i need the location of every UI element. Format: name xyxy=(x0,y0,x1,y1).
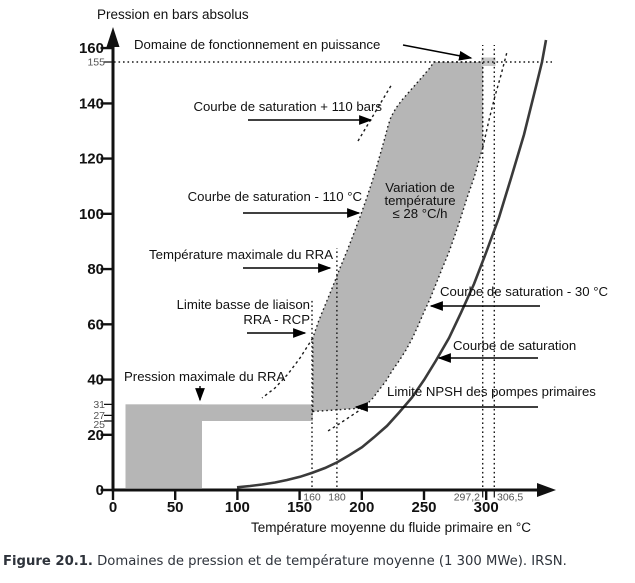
x-axis-major-ticks xyxy=(111,491,488,500)
label-sat-minus-110: Courbe de saturation - 110 °C xyxy=(188,189,363,204)
y-axis-major-ticks xyxy=(100,46,112,492)
x-tick-300: 300 xyxy=(474,499,499,516)
label-saturation: Courbe de saturation xyxy=(453,338,576,353)
x-axis-special-ticks xyxy=(482,491,495,498)
y-tick-31: 31 xyxy=(93,399,105,411)
label-liaison-line1: Limite basse de liaison xyxy=(177,297,310,312)
x-tick-50: 50 xyxy=(167,499,184,516)
y-tick-155: 155 xyxy=(87,57,105,69)
y-tick-80: 80 xyxy=(87,261,104,278)
sat-minus30-upper-extension xyxy=(482,51,508,149)
y-tick-160: 160 xyxy=(79,40,104,57)
label-variation-line1: Variation de xyxy=(385,180,454,195)
label-variation-line3: ≤ 28 °C/h xyxy=(392,206,447,221)
y-tick-60: 60 xyxy=(87,316,104,333)
y-tick-120: 120 xyxy=(79,151,104,168)
y-tick-140: 140 xyxy=(79,95,104,112)
x-axis-arrowhead xyxy=(537,483,556,497)
x-tick-200: 200 xyxy=(349,499,374,516)
y-tick-100: 100 xyxy=(79,206,104,223)
annotations: Domaine de fonctionnement en puissance C… xyxy=(124,37,608,412)
x-tick-160: 160 xyxy=(303,492,321,504)
x-axis-tick-labels: 0 50 100 150 200 250 300 160 180 297,2 3… xyxy=(109,492,524,517)
sat-minus110-extension xyxy=(261,337,314,399)
rra-region xyxy=(125,404,313,488)
y-tick-20: 20 xyxy=(87,427,104,444)
axes xyxy=(100,27,556,500)
figure-caption-number: Figure 20.1. xyxy=(3,554,93,569)
label-temp-max-rra: Température maximale du RRA xyxy=(149,247,333,262)
x-axis-title: Température moyenne du fluide primaire e… xyxy=(251,520,531,535)
label-liaison-line2: RRA - RCP xyxy=(243,312,310,327)
guide-lines xyxy=(114,45,552,487)
y-tick-27: 27 xyxy=(93,410,105,422)
x-tick-306-5: 306,5 xyxy=(497,492,523,504)
figure-caption: Figure 20.1. Domaines de pression et de … xyxy=(3,554,631,569)
label-sat-minus-30: Courbe de saturation - 30 °C xyxy=(440,284,608,299)
label-variation-line2: température xyxy=(384,193,455,208)
label-pression-max-rra: Pression maximale du RRA xyxy=(124,369,285,384)
x-tick-250: 250 xyxy=(411,499,436,516)
sat-minus30-lower-extension xyxy=(327,407,364,432)
x-tick-180: 180 xyxy=(328,492,346,504)
curve-extensions xyxy=(261,51,508,432)
y-axis-special-ticks xyxy=(104,61,112,422)
label-npsh: Limite NPSH des pompes primaires xyxy=(387,384,596,399)
y-axis-arrowhead xyxy=(106,27,120,47)
label-sat-plus-110: Courbe de saturation + 110 bars xyxy=(193,99,382,114)
y-tick-0: 0 xyxy=(96,482,104,499)
figure-caption-text: Domaines de pression et de température m… xyxy=(97,554,567,569)
x-tick-100: 100 xyxy=(225,499,250,516)
label-domaine-fonctionnement: Domaine de fonctionnement en puissance xyxy=(134,37,380,52)
y-axis-title: Pression en bars absolus xyxy=(97,7,249,22)
rra-band xyxy=(125,404,313,421)
pt-domain-chart: 160 140 120 100 80 60 40 20 0 155 31 27 … xyxy=(79,7,609,535)
x-tick-0: 0 xyxy=(109,499,117,516)
y-axis-tick-labels: 160 140 120 100 80 60 40 20 0 155 31 27 … xyxy=(79,40,105,499)
x-tick-150: 150 xyxy=(287,499,312,516)
y-tick-25: 25 xyxy=(93,419,105,431)
x-tick-297-2: 297,2 xyxy=(454,492,480,504)
saturation-curve xyxy=(236,39,548,489)
operating-domain-region xyxy=(312,61,484,413)
y-tick-40: 40 xyxy=(87,372,104,389)
arrow-domaine-fonctionnement xyxy=(402,44,473,61)
